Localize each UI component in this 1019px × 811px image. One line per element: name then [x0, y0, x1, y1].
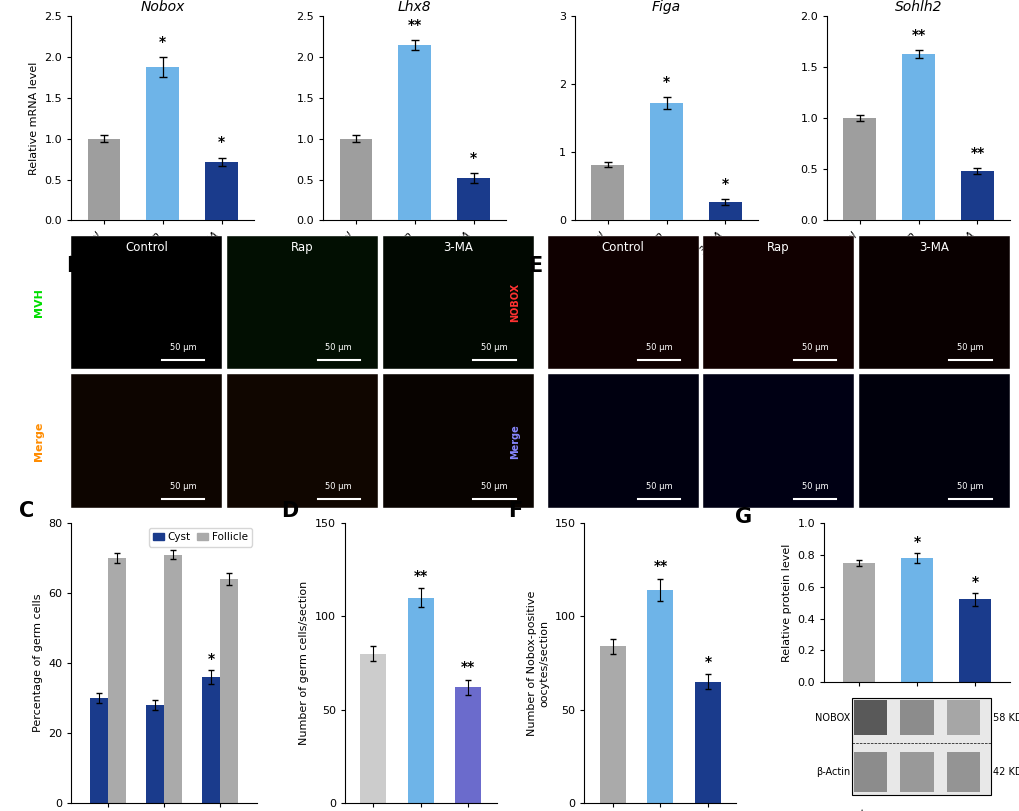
Text: **: **: [969, 146, 983, 161]
Bar: [960, 171, 993, 221]
Legend: Cyst, Follicle: Cyst, Follicle: [149, 528, 252, 547]
Text: B: B: [66, 255, 83, 276]
Text: 3-MA: 3-MA: [918, 241, 949, 254]
Bar: [647, 590, 673, 803]
Text: *: *: [470, 151, 477, 165]
Bar: [843, 118, 875, 221]
Bar: [694, 681, 720, 803]
Text: **: **: [461, 660, 475, 674]
Bar: [599, 646, 626, 803]
Bar: [88, 139, 120, 221]
Text: 50 μm: 50 μm: [170, 482, 197, 491]
Text: *: *: [721, 177, 729, 191]
Text: 3-MA: 3-MA: [443, 241, 473, 254]
Text: *: *: [970, 575, 977, 589]
Text: 50 μm: 50 μm: [645, 482, 672, 491]
Text: Rap: Rap: [896, 809, 916, 811]
Text: 50 μm: 50 μm: [645, 343, 672, 352]
Bar: [946, 701, 979, 735]
Bar: [900, 558, 932, 682]
Bar: [360, 654, 386, 803]
Text: Control: Control: [601, 241, 644, 254]
Text: NOBOX: NOBOX: [510, 283, 520, 322]
Bar: [900, 752, 932, 792]
Bar: [708, 202, 741, 221]
Y-axis label: Percentage of germ cells: Percentage of germ cells: [33, 594, 43, 732]
Text: C: C: [19, 500, 35, 521]
Bar: [650, 103, 682, 221]
Y-axis label: Number of germ cells/section: Number of germ cells/section: [299, 581, 309, 745]
Text: NOBOX: NOBOX: [814, 713, 849, 723]
Text: 50 μm: 50 μm: [325, 482, 352, 491]
Text: 50 μm: 50 μm: [801, 482, 827, 491]
Y-axis label: Relative protein level: Relative protein level: [781, 543, 791, 662]
Text: 50 μm: 50 μm: [481, 343, 507, 352]
Text: E: E: [528, 255, 542, 276]
Text: 42 KDa: 42 KDa: [993, 766, 1019, 777]
Text: Rap: Rap: [766, 241, 789, 254]
Text: *: *: [159, 35, 166, 49]
Text: 50 μm: 50 μm: [956, 343, 983, 352]
Text: D: D: [281, 500, 298, 521]
Text: F: F: [508, 500, 523, 521]
Text: 3-MA: 3-MA: [937, 809, 962, 811]
Text: **: **: [652, 560, 666, 573]
Bar: [900, 701, 932, 735]
Text: Rap: Rap: [291, 241, 314, 254]
Text: Control: Control: [125, 241, 168, 254]
Bar: [457, 178, 489, 221]
Text: MVH: MVH: [35, 288, 44, 317]
Text: β-Actin: β-Actin: [815, 766, 849, 777]
Bar: [842, 563, 874, 682]
Text: *: *: [218, 135, 225, 149]
Text: Control: Control: [838, 809, 869, 811]
Text: **: **: [414, 569, 428, 583]
Bar: [220, 579, 238, 803]
Title: Lhx8: Lhx8: [397, 0, 431, 14]
Bar: [398, 45, 430, 221]
Title: Sohlh2: Sohlh2: [894, 0, 942, 14]
Bar: [454, 687, 481, 803]
Text: 50 μm: 50 μm: [325, 343, 352, 352]
Text: *: *: [662, 75, 669, 89]
Text: 50 μm: 50 μm: [956, 482, 983, 491]
Bar: [90, 698, 108, 803]
Bar: [205, 161, 237, 221]
Text: G: G: [735, 507, 751, 527]
Bar: [147, 67, 178, 221]
Bar: [851, 698, 990, 795]
Bar: [853, 701, 887, 735]
Text: 50 μm: 50 μm: [801, 343, 827, 352]
Text: 50 μm: 50 μm: [170, 343, 197, 352]
Bar: [203, 677, 220, 803]
Text: *: *: [704, 654, 711, 668]
Text: **: **: [911, 28, 924, 41]
Bar: [408, 598, 433, 803]
Bar: [591, 165, 624, 221]
Bar: [946, 752, 979, 792]
Text: Merge: Merge: [35, 422, 44, 461]
Bar: [853, 752, 887, 792]
Text: 58 KDa: 58 KDa: [993, 713, 1019, 723]
Text: **: **: [408, 18, 421, 32]
Bar: [108, 558, 126, 803]
Title: Nobox: Nobox: [141, 0, 184, 14]
Text: *: *: [208, 653, 215, 667]
Y-axis label: Number of Nobox-positive
oocytes/section: Number of Nobox-positive oocytes/section: [527, 590, 548, 736]
Bar: [339, 139, 372, 221]
Bar: [164, 555, 182, 803]
Bar: [146, 705, 164, 803]
Text: *: *: [913, 535, 919, 549]
Y-axis label: Relative mRNA level: Relative mRNA level: [29, 62, 39, 175]
Bar: [902, 54, 933, 221]
Bar: [958, 599, 990, 682]
Title: Figa: Figa: [651, 0, 681, 14]
Text: Merge: Merge: [510, 424, 520, 458]
Text: 50 μm: 50 μm: [481, 482, 507, 491]
